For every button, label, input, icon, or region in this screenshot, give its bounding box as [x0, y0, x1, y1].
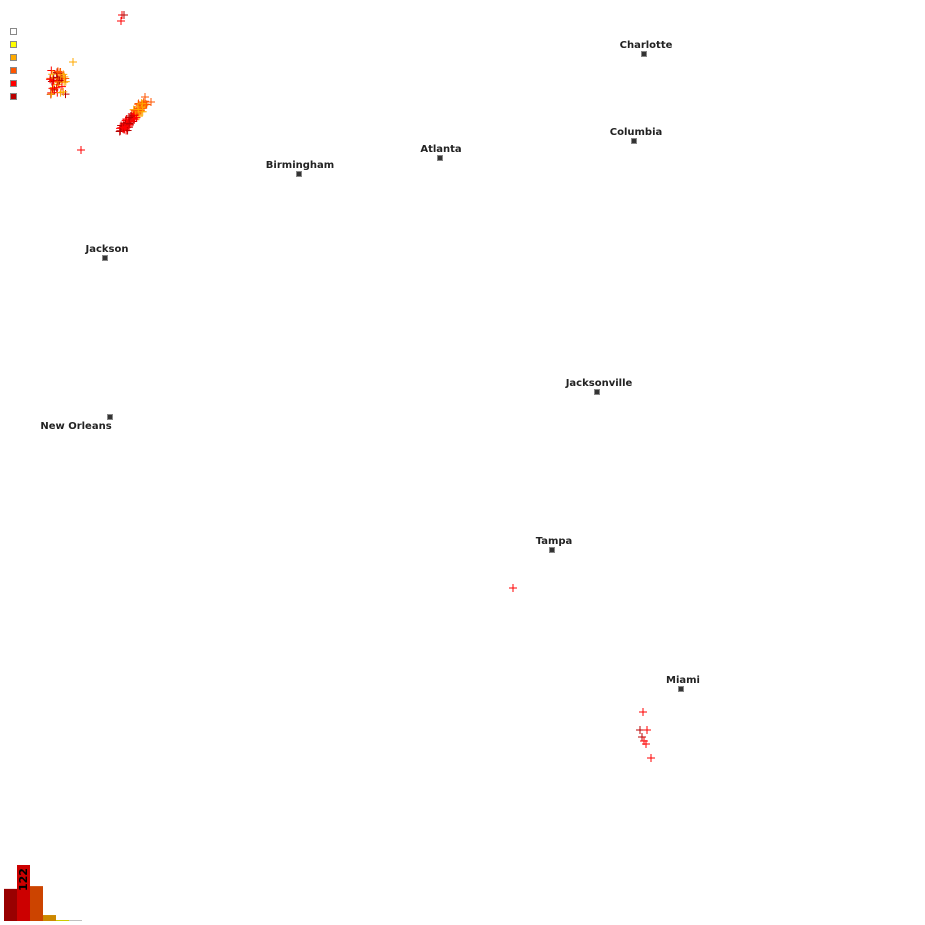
lightning-strike [120, 124, 129, 133]
histogram-bar [69, 920, 82, 921]
city-label: Tampa [535, 536, 573, 547]
city-label: Miami [666, 675, 700, 686]
lightning-strike [55, 68, 64, 77]
city-label: Atlanta [420, 144, 462, 155]
lightning-strike [126, 112, 135, 121]
lightning-strike [77, 146, 85, 154]
lightning-strike [125, 119, 134, 128]
lightning-strike [49, 73, 58, 82]
city-marker [437, 155, 443, 161]
legend-swatch [10, 54, 17, 61]
legend-swatch [10, 93, 17, 100]
lightning-strike [118, 123, 127, 132]
lightning-strike [138, 107, 147, 116]
lightning-strike [139, 98, 148, 107]
lightning-strike [47, 66, 56, 75]
city-marker [107, 414, 113, 420]
lightning-strike [48, 84, 57, 93]
legend-swatch [10, 41, 17, 48]
histogram-max-label: 122 [17, 868, 30, 892]
lightning-strike [117, 17, 125, 25]
city-marker [549, 547, 555, 553]
city-marker [678, 686, 684, 692]
lightning-strike [53, 77, 62, 86]
histogram-bar [43, 915, 56, 921]
lightning-strike [134, 105, 143, 114]
lightning-strike [48, 70, 57, 79]
city-label: Columbia [609, 127, 663, 138]
lightning-strike [636, 726, 644, 734]
lightning-strike [49, 85, 58, 94]
histogram-bar [4, 888, 17, 921]
lightning-strike [69, 58, 77, 66]
lightning-strike [59, 87, 68, 96]
lightning-strike [639, 708, 647, 716]
lightning-strike [141, 93, 149, 101]
lightning-strike [117, 121, 126, 130]
histogram-bar [56, 920, 69, 921]
legend-swatch [10, 28, 17, 35]
city-marker [631, 138, 637, 144]
city-label: Birmingham [265, 160, 335, 171]
lightning-strike [46, 75, 55, 84]
city-label: New Orleans [40, 421, 112, 432]
city-marker [102, 255, 108, 261]
lightning-strike [138, 99, 147, 108]
city-marker [296, 171, 302, 177]
lightning-strike [120, 11, 128, 19]
city-marker [594, 389, 600, 395]
histogram-bar [30, 886, 43, 921]
city-label: Jackson [85, 244, 129, 255]
lightning-strike [642, 740, 650, 748]
lightning-strike [647, 754, 655, 762]
lightning-strike [59, 70, 68, 79]
legend-swatch [10, 80, 17, 87]
lightning-strike [509, 584, 517, 592]
city-label: Jacksonville [565, 378, 633, 389]
histogram-bar [17, 865, 30, 921]
city-label: Charlotte [619, 40, 673, 51]
lightning-strike [47, 90, 56, 99]
lightning-strike [638, 733, 646, 741]
legend-swatch [10, 67, 17, 74]
city-marker [641, 51, 647, 57]
lightning-strike [61, 74, 70, 83]
lightning-strike [147, 98, 155, 106]
lightning-strike [643, 726, 651, 734]
lightning-strike [57, 82, 66, 91]
